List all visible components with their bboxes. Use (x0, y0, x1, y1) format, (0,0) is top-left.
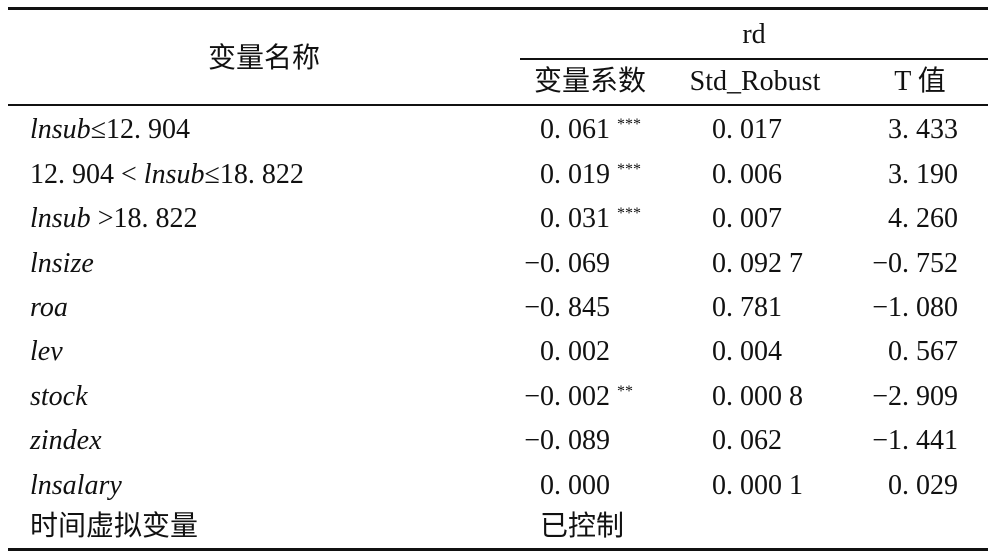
cell: 0. 002 (540, 336, 610, 367)
group-rule (520, 58, 988, 60)
row-label: roa (30, 291, 68, 325)
cell: 4. 260 (888, 203, 958, 234)
cell: 0. 017 (712, 114, 782, 145)
stars: *** (617, 205, 641, 222)
row-label: 时间虚拟变量 (30, 510, 198, 544)
cell: −1. 441 (872, 425, 958, 456)
cell: −2. 909 (872, 381, 958, 412)
cell: 0. 092 7 (712, 248, 803, 279)
row-label: lnsalary (30, 469, 122, 503)
column-header: T 值 (894, 66, 946, 97)
label-part: >18. 822 (90, 203, 198, 234)
cell: 0. 000 (540, 470, 610, 501)
label-part: roa (30, 292, 68, 323)
label-part: lev (30, 336, 63, 367)
cell: 0. 004 (712, 336, 782, 367)
cell: 0. 019 (540, 159, 610, 190)
cell: 0. 061 (540, 114, 610, 145)
group-header: rd (742, 19, 766, 50)
cell: −0. 069 (524, 248, 610, 279)
cell: 0. 781 (712, 292, 782, 323)
label-part: lnsize (30, 248, 94, 279)
label-part: ≤12. 904 (90, 114, 191, 145)
row-label: zindex (30, 424, 102, 458)
cell: 0. 062 (712, 425, 782, 456)
row-label: lnsize (30, 247, 94, 281)
label-part: lnsalary (30, 470, 122, 501)
cell: 0. 000 1 (712, 470, 803, 501)
label-part: ≤18. 822 (204, 159, 304, 190)
stars: ** (617, 383, 633, 400)
label-part: lnsub (143, 159, 205, 190)
column-header: 变量名称 (207, 43, 320, 74)
cell: 3. 433 (888, 114, 958, 145)
top-rule (8, 7, 988, 10)
column-header: 变量系数 (533, 66, 646, 97)
column-header: Std_Robust (689, 66, 821, 97)
label-part: stock (30, 381, 88, 412)
header-rule (8, 104, 988, 106)
cell: 0. 031 (540, 203, 610, 234)
cell: −0. 089 (524, 425, 610, 456)
cell: 0. 029 (888, 470, 958, 501)
row-label: lnsub >18. 822 (30, 202, 197, 236)
cell: 0. 567 (888, 336, 958, 367)
cell: −1. 080 (872, 292, 958, 323)
row-label: lev (30, 335, 63, 369)
row-label: stock (30, 380, 88, 414)
cell: −0. 752 (872, 248, 958, 279)
stars: *** (617, 161, 641, 178)
cell: 3. 190 (888, 159, 958, 190)
cell: 0. 000 8 (712, 381, 803, 412)
cell: −0. 845 (524, 292, 610, 323)
label-part: lnsub (30, 114, 91, 145)
row-label: lnsub≤12. 904 (30, 113, 190, 147)
cell: −0. 002 (524, 381, 610, 412)
stars: *** (617, 116, 641, 133)
row-label: 12. 904 < lnsub≤18. 822 (30, 158, 304, 192)
label-part: lnsub (30, 203, 91, 234)
cell: 0. 007 (712, 203, 782, 234)
cell: 已控制 (540, 511, 625, 542)
label-part: 12. 904 < (30, 159, 144, 190)
label-part: 时间虚拟变量 (30, 511, 199, 542)
cell: 0. 006 (712, 159, 782, 190)
bottom-rule (8, 548, 988, 551)
label-part: zindex (30, 425, 102, 456)
